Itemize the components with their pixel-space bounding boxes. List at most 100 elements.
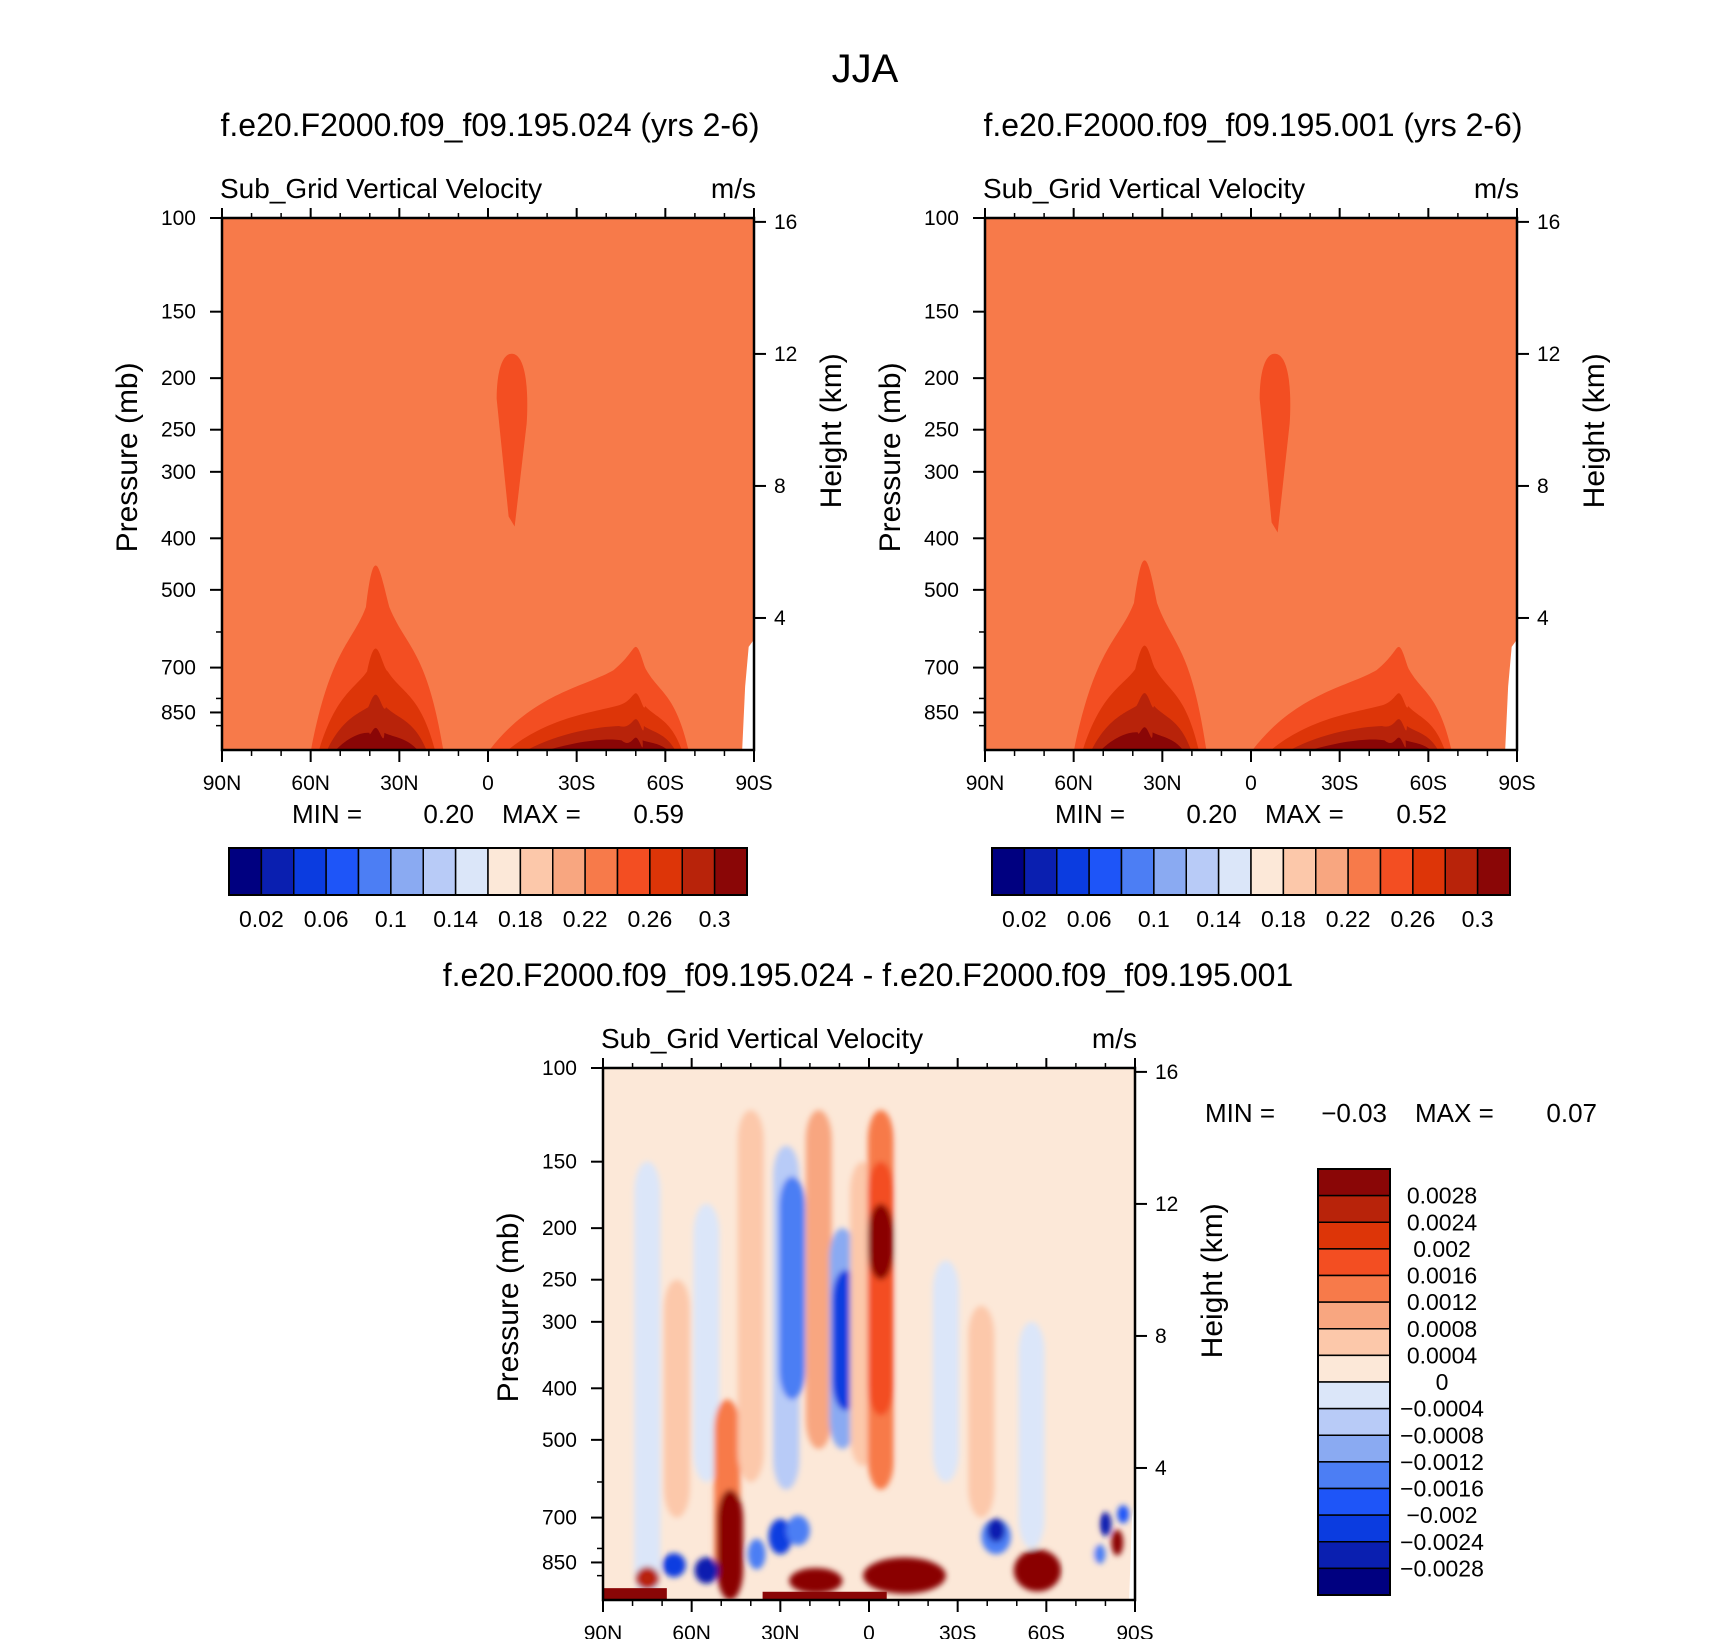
colorbar-frame xyxy=(1317,1168,1391,1596)
panel-title: f.e20.F2000.f09_f09.195.024 (yrs 2-6) xyxy=(220,107,759,143)
blob-contour xyxy=(1013,1549,1062,1592)
colorbar-box xyxy=(1317,1434,1391,1463)
colorbar-frame xyxy=(228,847,748,896)
colorbar-box xyxy=(1412,847,1446,896)
units-label: m/s xyxy=(711,173,756,204)
colorbar-label: −0.0028 xyxy=(1400,1555,1484,1581)
colorbar-label: 0.18 xyxy=(1261,906,1306,932)
colorbar-label: −0.0012 xyxy=(1400,1449,1484,1475)
min-label: MIN = xyxy=(1205,1098,1275,1128)
right-tick-label: 8 xyxy=(1537,475,1549,498)
colorbar-box xyxy=(1317,1354,1391,1383)
y-tick-label: 400 xyxy=(924,527,959,550)
contour-fill xyxy=(603,1068,1135,1600)
colorbar-box xyxy=(1317,1301,1391,1330)
colorbar-box xyxy=(454,847,489,896)
colorbar-box xyxy=(649,847,683,896)
colorbar-box xyxy=(1317,1381,1391,1410)
colorbar-box xyxy=(1317,1194,1391,1223)
colorbar-box xyxy=(1347,847,1382,896)
min-value: 0.20 xyxy=(423,799,474,829)
colorbar-label: 0.1 xyxy=(1138,906,1170,932)
colorbar-box xyxy=(1317,1487,1391,1516)
surface-contour xyxy=(762,1591,887,1600)
colorbar-panel-001: 0.02 0.06 0.1 0.14 0.18 0.22 0.26 0.3 xyxy=(991,847,1511,932)
boundary-layer-contour xyxy=(336,727,418,750)
right-axis-title: Height (km) xyxy=(815,353,848,508)
x-tick-label: 0 xyxy=(863,1622,875,1639)
colorbar-box xyxy=(1153,847,1187,896)
y-axis-title: Pressure (mb) xyxy=(492,1212,525,1402)
colorbar-label: 0.22 xyxy=(563,906,608,932)
smoothed-contours xyxy=(604,1068,1130,1600)
colorbar-label: 0.14 xyxy=(1196,906,1241,932)
x-tick-label: 0 xyxy=(482,772,494,795)
x-tick-label: 30N xyxy=(380,772,419,795)
background-contour xyxy=(985,218,1517,750)
colorbar-frame xyxy=(991,847,1511,896)
colorbar-label: 0.3 xyxy=(1462,906,1494,932)
column-contour xyxy=(663,1279,690,1518)
x-tick-label: 60S xyxy=(1410,772,1447,795)
colorbar-box xyxy=(552,847,586,896)
colorbar-box xyxy=(1317,1248,1391,1277)
right-tick-label: 8 xyxy=(1155,1325,1167,1348)
blob-contour xyxy=(662,1553,686,1578)
min-value: −0.03 xyxy=(1321,1098,1387,1128)
colorbar-box xyxy=(616,847,651,896)
missing-data xyxy=(1505,639,1517,750)
x-tick-label: 60N xyxy=(672,1622,711,1639)
colorbar-box xyxy=(1317,1514,1391,1543)
x-tick-label: 90S xyxy=(1498,772,1535,795)
colorbar-label: 0.3 xyxy=(699,906,731,932)
colorbar-box xyxy=(260,847,295,896)
x-tick-label: 0 xyxy=(1245,772,1257,795)
colorbar-box xyxy=(1317,1407,1391,1436)
column-contour xyxy=(968,1305,995,1518)
colorbar-label: 0.1 xyxy=(375,906,407,932)
surface-contour xyxy=(603,1588,667,1600)
colorbar-box xyxy=(1317,1567,1391,1596)
colorbar-box xyxy=(1317,1221,1391,1250)
blob-contour xyxy=(1099,1512,1112,1537)
column-contour xyxy=(693,1203,720,1482)
contour-fill xyxy=(985,218,1517,750)
colorbar-box xyxy=(1282,847,1317,896)
column-contour xyxy=(897,1068,924,1482)
max-label: MAX = xyxy=(1265,799,1344,829)
colorbar-box xyxy=(390,847,424,896)
y-tick-label: 250 xyxy=(161,419,196,442)
blob-contour xyxy=(1111,1529,1124,1556)
boundary-layer-contour xyxy=(1101,727,1183,750)
column-contour xyxy=(867,1203,894,1280)
colorbar-box xyxy=(1379,847,1414,896)
y-tick-label: 200 xyxy=(924,367,959,390)
column-contour xyxy=(634,1161,661,1600)
variable-label: Sub_Grid Vertical Velocity xyxy=(601,1023,923,1054)
x-tick-label: 60S xyxy=(647,772,684,795)
blob-contour xyxy=(786,1515,810,1546)
boundary-layer-contour xyxy=(547,737,668,750)
y-tick-label: 700 xyxy=(161,657,196,680)
colorbar-box xyxy=(422,847,457,896)
blob-contour xyxy=(747,1538,766,1570)
min-value: 0.20 xyxy=(1186,799,1237,829)
missing-data xyxy=(1129,1496,1135,1600)
colorbar-label: 0.0024 xyxy=(1407,1209,1478,1235)
colorbar-box xyxy=(1023,847,1058,896)
blob-contour xyxy=(635,1566,660,1590)
colorbar-label: 0.0012 xyxy=(1407,1289,1477,1315)
colorbar-label: 0.002 xyxy=(1413,1236,1471,1262)
background-contour xyxy=(222,218,754,750)
x-tick-label: 30N xyxy=(1143,772,1182,795)
colorbar-box xyxy=(1317,1168,1391,1197)
colorbar-box xyxy=(1250,847,1285,896)
colorbar-label: −0.0004 xyxy=(1400,1396,1484,1422)
blob-contour xyxy=(1117,1505,1130,1524)
y-tick-label: 250 xyxy=(924,419,959,442)
y-tick-label: 850 xyxy=(924,701,959,724)
colorbar-box xyxy=(1317,1541,1391,1570)
colorbar-label: 0.06 xyxy=(304,906,349,932)
right-axis-title: Height (km) xyxy=(1578,353,1611,508)
